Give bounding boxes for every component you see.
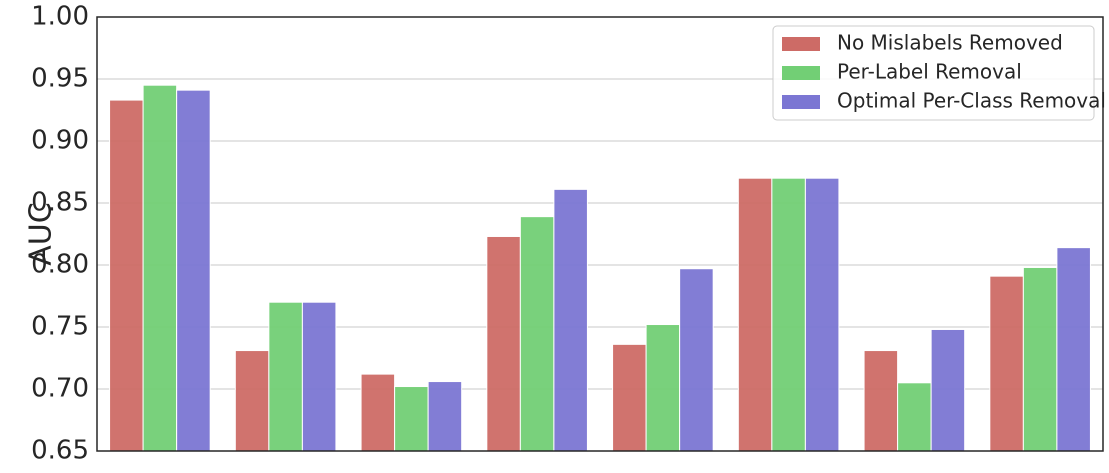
- bar: [360, 373, 396, 452]
- bar: [771, 177, 806, 452]
- y-tick-label: 0.90: [31, 126, 89, 156]
- bar: [394, 386, 429, 452]
- y-tick-label: 1.00: [31, 2, 89, 32]
- y-tick-label: 0.75: [31, 312, 89, 342]
- bar: [486, 235, 521, 452]
- bar: [142, 84, 178, 452]
- y-axis-label: AUC: [24, 202, 59, 265]
- y-tick-label: 0.70: [31, 374, 89, 404]
- bar: [268, 301, 303, 452]
- legend-swatch: [782, 37, 820, 51]
- legend-box: [772, 25, 1095, 121]
- y-tick-label: 0.95: [31, 64, 89, 94]
- bar: [737, 177, 773, 452]
- bar: [519, 216, 555, 452]
- y-tick-label: 0.85: [31, 188, 89, 218]
- bar: [109, 99, 144, 452]
- legend-swatch: [782, 95, 820, 109]
- bar: [863, 350, 899, 452]
- bar: [176, 89, 211, 452]
- bar: [1022, 266, 1058, 452]
- bar: [989, 275, 1024, 452]
- bar: [1056, 247, 1091, 452]
- bar: [679, 268, 714, 452]
- legend-swatch: [782, 66, 820, 80]
- bar: [612, 343, 647, 452]
- bar: [930, 328, 966, 452]
- plot-frame: [96, 16, 1104, 452]
- bar: [553, 188, 588, 452]
- legend-label: Optimal Per-Class Removal: [837, 89, 1106, 113]
- bar: [804, 177, 840, 452]
- bar: [427, 381, 463, 452]
- bar: [234, 350, 270, 452]
- bar: [897, 382, 932, 452]
- bar: [645, 324, 681, 452]
- y-tick-label: 0.80: [31, 250, 89, 280]
- y-tick-label: 0.65: [31, 436, 89, 466]
- legend-label: Per-Label Removal: [837, 60, 1022, 84]
- bar: [301, 301, 337, 452]
- legend-label: No Mislabels Removed: [837, 31, 1063, 55]
